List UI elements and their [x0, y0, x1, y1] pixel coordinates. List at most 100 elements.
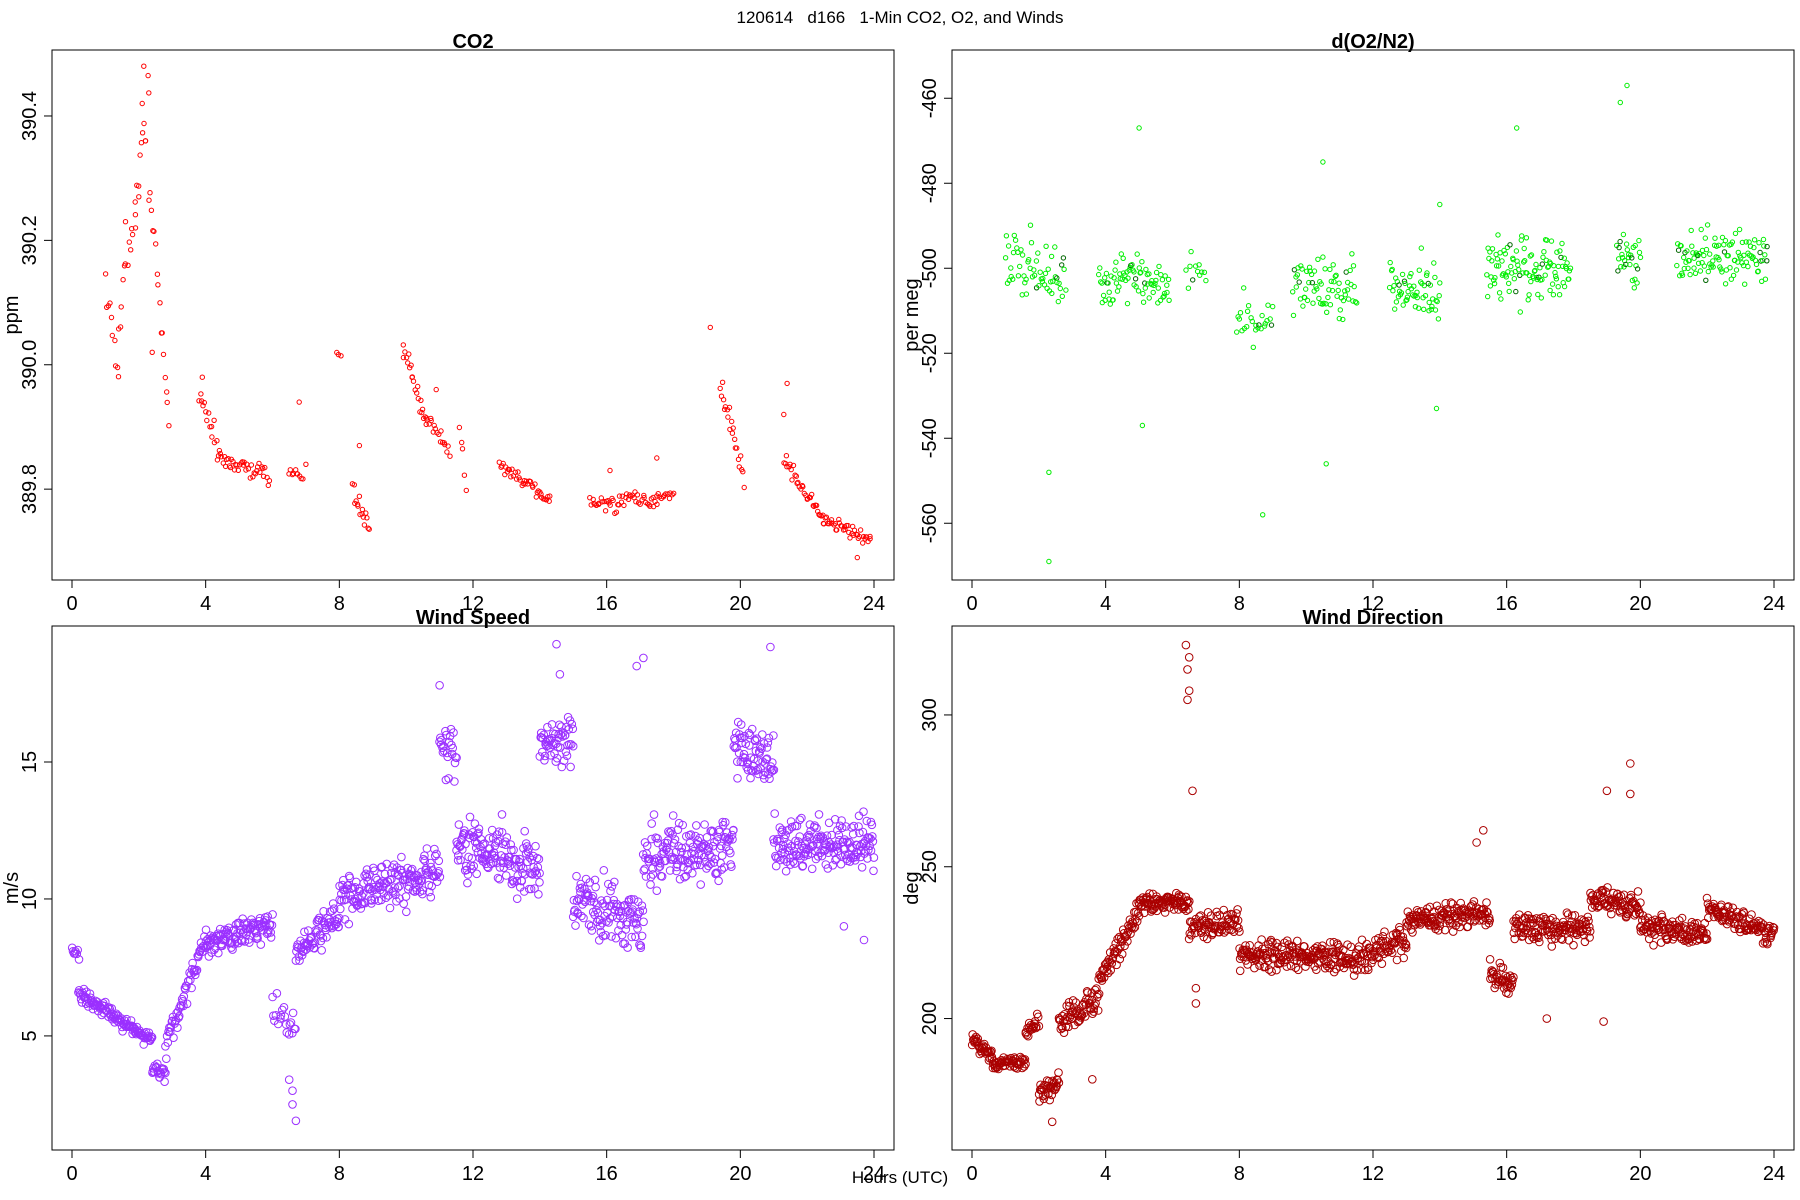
o2-data-point	[1421, 282, 1427, 289]
wind_direction-data-point	[1509, 972, 1518, 982]
wind_direction-data-point	[1235, 966, 1245, 976]
wind_speed-data-point	[452, 753, 461, 763]
wind_speed-data-point	[578, 900, 587, 909]
o2-data-point	[1303, 286, 1309, 292]
o2-data-point	[1113, 280, 1120, 286]
wind_direction-data-point	[1243, 960, 1252, 969]
o2-data-point	[1710, 264, 1716, 270]
wind_speed-data-point	[854, 811, 864, 821]
o2-data-point	[1156, 263, 1162, 270]
o2-data-point	[1416, 267, 1422, 273]
o2-data-point	[1146, 295, 1152, 301]
wind_direction-data-point	[1399, 953, 1409, 963]
wind_direction-data-point	[1585, 922, 1594, 932]
o2-data-point	[1290, 312, 1297, 319]
wind_direction-data-point	[986, 1047, 996, 1057]
wind_speed-data-point	[639, 917, 648, 927]
wind_direction-data-point	[1401, 943, 1411, 953]
wind_speed-data-point	[691, 831, 700, 841]
co2-data-point	[296, 399, 302, 405]
wind_speed-data-point	[467, 864, 477, 874]
o2-data-point	[1559, 240, 1565, 247]
co2-data-point	[265, 482, 271, 489]
o2-data-point	[1245, 303, 1252, 309]
wind_speed-data-point	[633, 924, 642, 933]
wind_speed-data-point	[866, 846, 876, 855]
co2-data-point	[522, 481, 528, 487]
wind_speed-data-point	[555, 720, 564, 730]
o2-y-tick-label: -560	[919, 503, 941, 543]
wind_speed-data-point	[511, 854, 521, 864]
wind_speed-data-point	[688, 868, 697, 878]
wind_direction-data-point	[1401, 940, 1411, 950]
co2-x-tick-label: 0	[66, 593, 77, 615]
wind_speed-data-point	[805, 820, 815, 829]
wind_speed-data-point	[736, 720, 746, 729]
wind_direction-data-point	[1102, 966, 1111, 976]
wind_speed-data-point	[854, 822, 863, 831]
wind_direction-x-tick-label: 12	[1362, 1163, 1384, 1185]
o2-data-point	[1290, 289, 1296, 295]
wind_speed-data-point	[868, 837, 878, 846]
co2-data-point	[155, 282, 161, 288]
wind_direction-data-point	[1732, 907, 1742, 917]
wind_speed-data-point	[827, 830, 837, 840]
o2-data-point	[1484, 272, 1490, 278]
o2-data-point	[1113, 259, 1119, 265]
o2-data-point	[1526, 292, 1532, 298]
o2-data-point	[1294, 272, 1301, 278]
o2-data-point	[1048, 253, 1055, 260]
o2-data-point	[1434, 298, 1440, 305]
wind_direction-data-point	[1593, 903, 1602, 912]
o2-data-point	[1010, 249, 1017, 256]
wind_direction-data-point	[1191, 983, 1201, 993]
wind_direction-x-tick-label: 16	[1496, 1163, 1518, 1185]
o2-data-point	[1322, 266, 1328, 272]
wind_speed-data-point	[393, 883, 403, 892]
wind_speed-data-point	[407, 870, 416, 880]
wind_speed-data-point	[569, 895, 579, 905]
wind_speed-data-point	[568, 724, 578, 734]
o2-data-point	[1260, 512, 1266, 518]
wind_speed-data-point	[588, 891, 598, 901]
wind_speed-points	[67, 639, 879, 1126]
co2-data-point	[655, 491, 661, 497]
o2-data-point	[1617, 238, 1623, 245]
o2-data-point	[1387, 259, 1393, 266]
o2-data-point	[1764, 243, 1770, 250]
wind_direction-data-point	[1562, 908, 1572, 918]
wind_speed-data-point	[268, 910, 277, 919]
co2-data-point	[164, 399, 170, 406]
wind_speed-data-point	[478, 840, 488, 849]
co2-data-point	[356, 493, 363, 499]
o2-data-point	[1258, 326, 1264, 332]
wind_direction-data-point	[1466, 916, 1475, 925]
co2-data-point	[227, 464, 234, 471]
co2-data-point	[647, 503, 653, 509]
wind_direction-data-point	[1094, 989, 1104, 999]
o2-data-point	[1143, 266, 1149, 273]
wind_direction-data-point	[1287, 942, 1296, 951]
wind_speed-x-tick-label: 8	[334, 1163, 345, 1185]
wind_direction-data-point	[1229, 914, 1239, 923]
co2-data-point	[139, 100, 145, 107]
wind_speed-data-point	[671, 847, 681, 857]
o2-data-point	[1052, 244, 1058, 250]
co2-data-point	[198, 398, 205, 404]
o2-data-point	[1139, 259, 1145, 265]
o2-data-point	[1350, 263, 1357, 269]
o2-data-point	[1124, 300, 1131, 307]
o2-data-point	[1259, 312, 1265, 319]
wind_speed-data-point	[652, 886, 662, 896]
wind_direction-x-tick-label: 0	[966, 1163, 977, 1185]
o2-data-point	[1265, 302, 1271, 308]
co2-data-point	[601, 498, 607, 505]
wind_speed-data-point	[859, 807, 868, 816]
wind_direction-data-point	[1631, 900, 1641, 910]
wind_direction-data-point	[1339, 945, 1348, 955]
wind_speed-data-point	[855, 828, 864, 838]
co2-data-point	[854, 554, 860, 561]
co2-data-point	[792, 472, 798, 478]
wind_speed-data-point	[708, 827, 718, 836]
o2-data-point	[1624, 82, 1630, 89]
